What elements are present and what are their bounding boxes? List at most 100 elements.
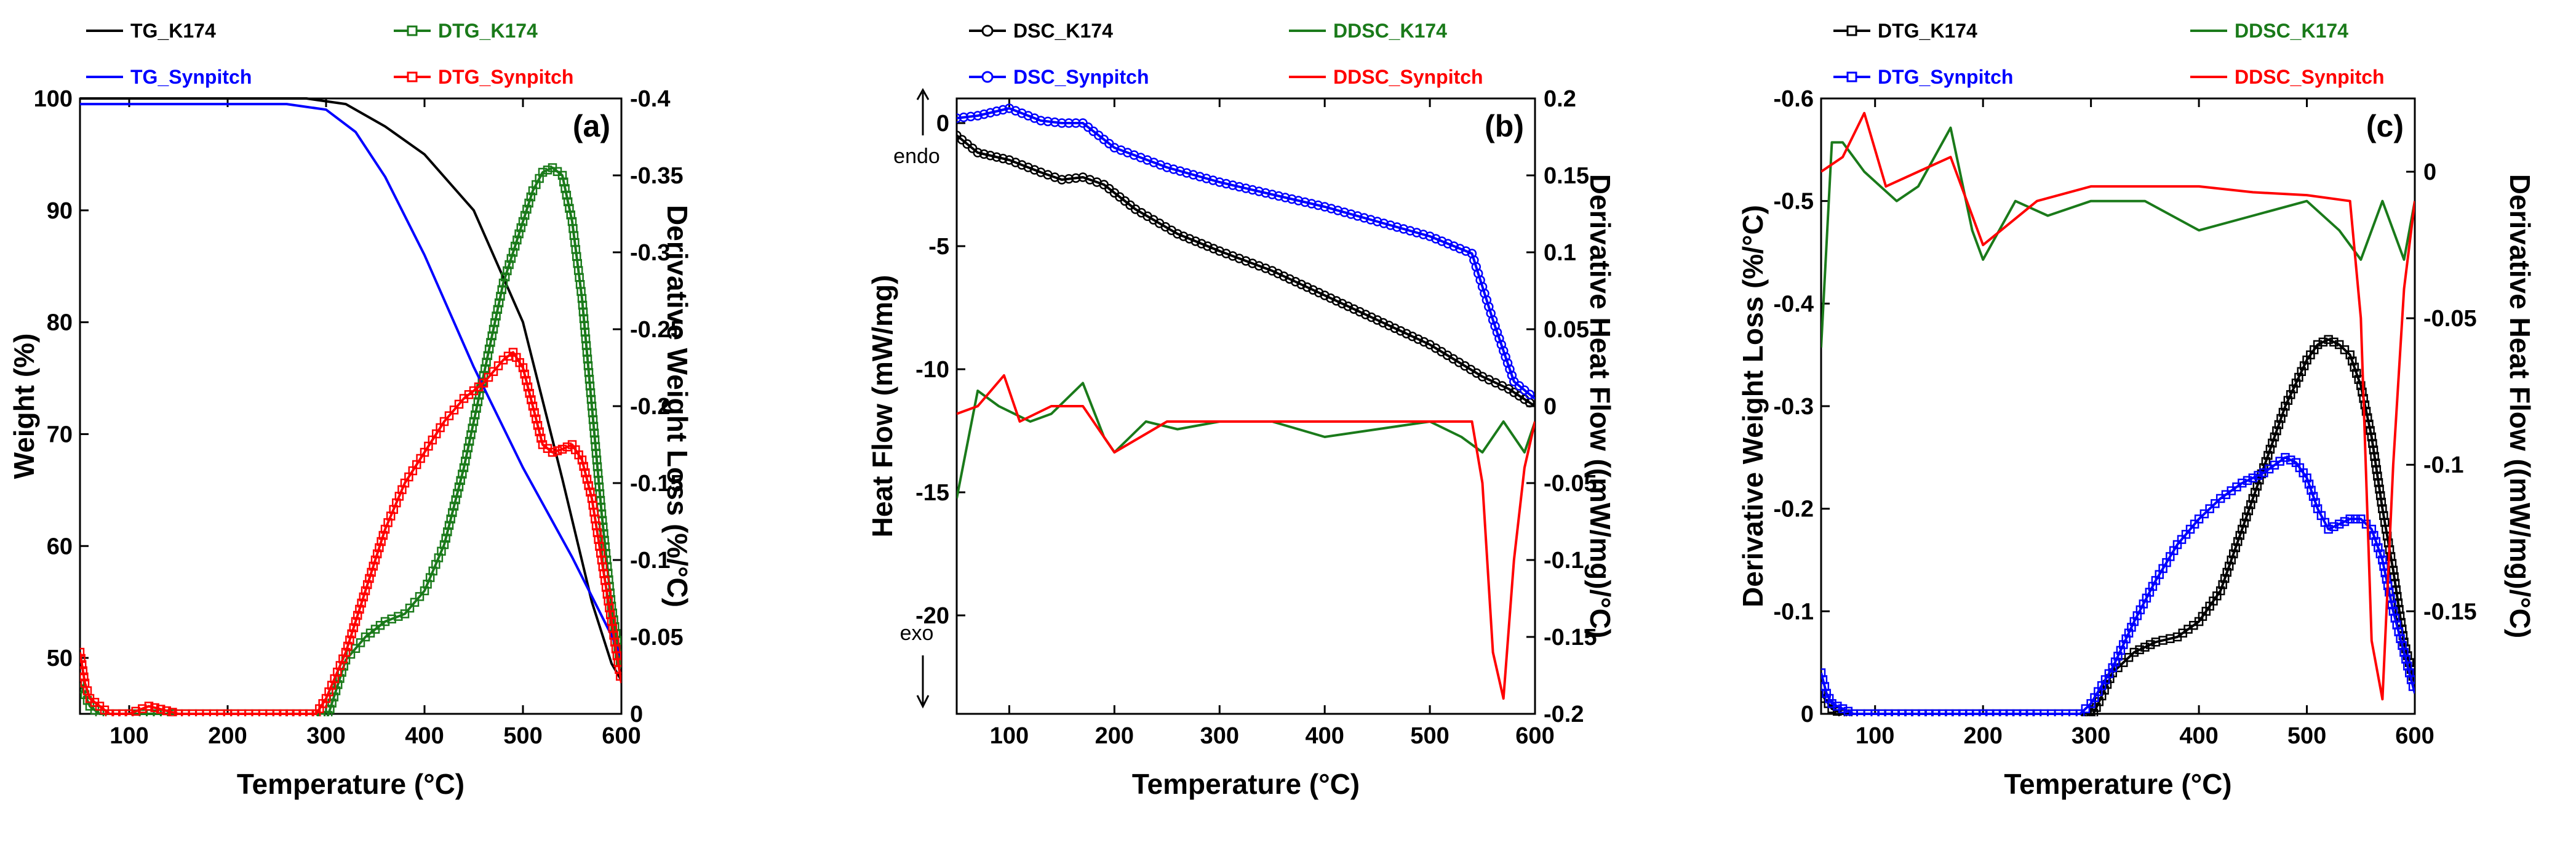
series-marker-DTG_K174 bbox=[522, 204, 532, 214]
series-marker-DTG_Synpitch bbox=[586, 487, 595, 497]
series-marker-DTG_K174 bbox=[425, 573, 435, 582]
legend-entry: DTG_K174 bbox=[394, 20, 538, 42]
series-marker-DSC_Synpitch bbox=[1261, 188, 1270, 198]
series-marker-DTG_K174 bbox=[325, 705, 335, 714]
series-marker-DTG_K174 bbox=[510, 241, 520, 251]
series-marker-DTG_K174 bbox=[2224, 561, 2234, 571]
series-marker-DTG_K174 bbox=[514, 229, 524, 239]
series-marker-DTG_K174 bbox=[2350, 362, 2359, 372]
series-marker-DSC_K174 bbox=[973, 148, 983, 158]
x-tick-label: 100 bbox=[110, 723, 148, 749]
series-marker-DSC_Synpitch bbox=[1175, 166, 1185, 176]
series-marker-DSC_K174 bbox=[998, 153, 1008, 164]
series-marker-DTG_Synpitch bbox=[2243, 476, 2252, 486]
series-marker-DTG_Synpitch bbox=[80, 666, 88, 676]
left-tick-label: -5 bbox=[928, 234, 949, 260]
series-marker-DTG_Synpitch bbox=[577, 455, 587, 465]
panel-label: (a) bbox=[573, 109, 610, 143]
series-marker-DTG_Synpitch bbox=[484, 372, 493, 382]
series-marker-DTG_K174 bbox=[490, 318, 500, 327]
series-marker-DTG_K174 bbox=[516, 223, 526, 233]
series-marker-DSC_Synpitch bbox=[957, 113, 962, 123]
series-marker-DTG_K174 bbox=[2347, 356, 2357, 366]
series-marker-DTG_Synpitch bbox=[2307, 486, 2316, 495]
series-marker-DTG_K174 bbox=[405, 603, 415, 613]
right-tick-label: 0 bbox=[630, 702, 643, 727]
series-marker-DTG_Synpitch bbox=[369, 561, 378, 571]
x-tick-label: 600 bbox=[602, 723, 640, 749]
series-marker-DTG_K174 bbox=[559, 177, 568, 186]
series-marker-DSC_Synpitch bbox=[1307, 199, 1317, 209]
x-tick-label: 500 bbox=[1410, 723, 1449, 749]
series-marker-DTG_Synpitch bbox=[522, 376, 531, 385]
series-marker-DTG_K174 bbox=[506, 254, 516, 263]
series-marker-DTG_K174 bbox=[2274, 420, 2284, 430]
series-marker-DTG_K174 bbox=[2297, 367, 2307, 376]
series-marker-DTG_K174 bbox=[387, 614, 396, 624]
series-marker-DTG_K174 bbox=[2372, 465, 2382, 474]
series-marker-DTG_K174 bbox=[380, 617, 390, 626]
series-marker-DSC_Synpitch bbox=[1405, 226, 1415, 236]
series-marker-DTG_Synpitch bbox=[2113, 652, 2123, 661]
series-marker-DSC_Synpitch bbox=[1494, 334, 1504, 343]
series-marker-DTG_Synpitch bbox=[2110, 657, 2120, 666]
series-marker-DTG_K174 bbox=[2375, 491, 2385, 500]
series-marker-DTG_Synpitch bbox=[582, 474, 592, 484]
series-marker-DTG_K174 bbox=[451, 495, 460, 505]
legend-swatch-marker bbox=[981, 71, 994, 83]
series-marker-DTG_Synpitch bbox=[2248, 473, 2258, 482]
left-tick-label: -0.4 bbox=[1774, 291, 1814, 317]
series-marker-DTG_Synpitch bbox=[1822, 689, 1832, 698]
series-marker-DTG_K174 bbox=[472, 404, 481, 413]
right-tick-label: -0.2 bbox=[630, 394, 670, 420]
series-marker-DTG_K174 bbox=[492, 311, 501, 321]
series-marker-DTG_K174 bbox=[2228, 549, 2238, 559]
series-marker-DTG_K174 bbox=[2395, 605, 2404, 614]
plot-frame bbox=[79, 97, 623, 715]
series-marker-DTG_K174 bbox=[518, 217, 528, 226]
series-marker-DTG_K174 bbox=[2368, 439, 2377, 448]
series-marker-DSC_Synpitch bbox=[992, 106, 1002, 116]
series-marker-DTG_K174 bbox=[471, 410, 480, 420]
series-marker-DSC_Synpitch bbox=[1379, 218, 1389, 228]
x-tick-label: 300 bbox=[1200, 723, 1239, 749]
series-marker-DTG_Synpitch bbox=[397, 485, 407, 494]
series-marker-DTG_K174 bbox=[2235, 530, 2245, 540]
series-line-TG_K174 bbox=[80, 97, 621, 681]
right-tick-label: -0.1 bbox=[2423, 452, 2463, 478]
right-tick-label: 0.05 bbox=[1544, 317, 1589, 343]
series-marker-DTG_K174 bbox=[563, 197, 573, 207]
series-line-TG_Synpitch bbox=[80, 103, 621, 658]
series-marker-DTG_K174 bbox=[600, 535, 609, 545]
series-marker-DTG_K174 bbox=[454, 482, 464, 492]
series-marker-DTG_K174 bbox=[2283, 396, 2293, 405]
series-marker-DTG_K174 bbox=[524, 198, 533, 208]
series-marker-DTG_K174 bbox=[2238, 524, 2247, 534]
series-marker-DTG_Synpitch bbox=[2375, 549, 2385, 559]
series-marker-DSC_K174 bbox=[1202, 241, 1213, 251]
legend-label: DSC_Synpitch bbox=[1013, 66, 1149, 88]
series-marker-DSC_Synpitch bbox=[1162, 162, 1172, 172]
series-marker-DTG_K174 bbox=[2218, 580, 2227, 590]
series-marker-DTG_K174 bbox=[2377, 497, 2387, 507]
series-marker-DTG_K174 bbox=[2278, 407, 2288, 417]
legend-label: DDSC_K174 bbox=[1333, 20, 1447, 42]
series-marker-DTG_Synpitch bbox=[305, 709, 314, 716]
series-marker-DTG_K174 bbox=[2366, 426, 2375, 435]
series-marker-DTG_K174 bbox=[503, 266, 512, 276]
series-marker-DTG_K174 bbox=[461, 457, 470, 466]
series-marker-DTG_Synpitch bbox=[562, 442, 572, 452]
series-marker-DTG_Synpitch bbox=[285, 709, 295, 716]
series-marker-DTG_K174 bbox=[2270, 432, 2279, 442]
series-marker-DTG_K174 bbox=[2375, 484, 2384, 494]
series-marker-DTG_K174 bbox=[1833, 706, 1842, 716]
series-marker-DSC_Synpitch bbox=[1267, 190, 1277, 199]
series-marker-DTG_Synpitch bbox=[2119, 640, 2128, 649]
series-marker-DTG_K174 bbox=[543, 166, 552, 175]
series-marker-DTG_K174 bbox=[560, 184, 570, 193]
series-marker-DSC_Synpitch bbox=[1333, 206, 1343, 215]
right-tick-label: -0.3 bbox=[630, 240, 670, 266]
series-marker-DTG_K174 bbox=[562, 190, 572, 200]
series-marker-DTG_Synpitch bbox=[1838, 704, 1848, 713]
